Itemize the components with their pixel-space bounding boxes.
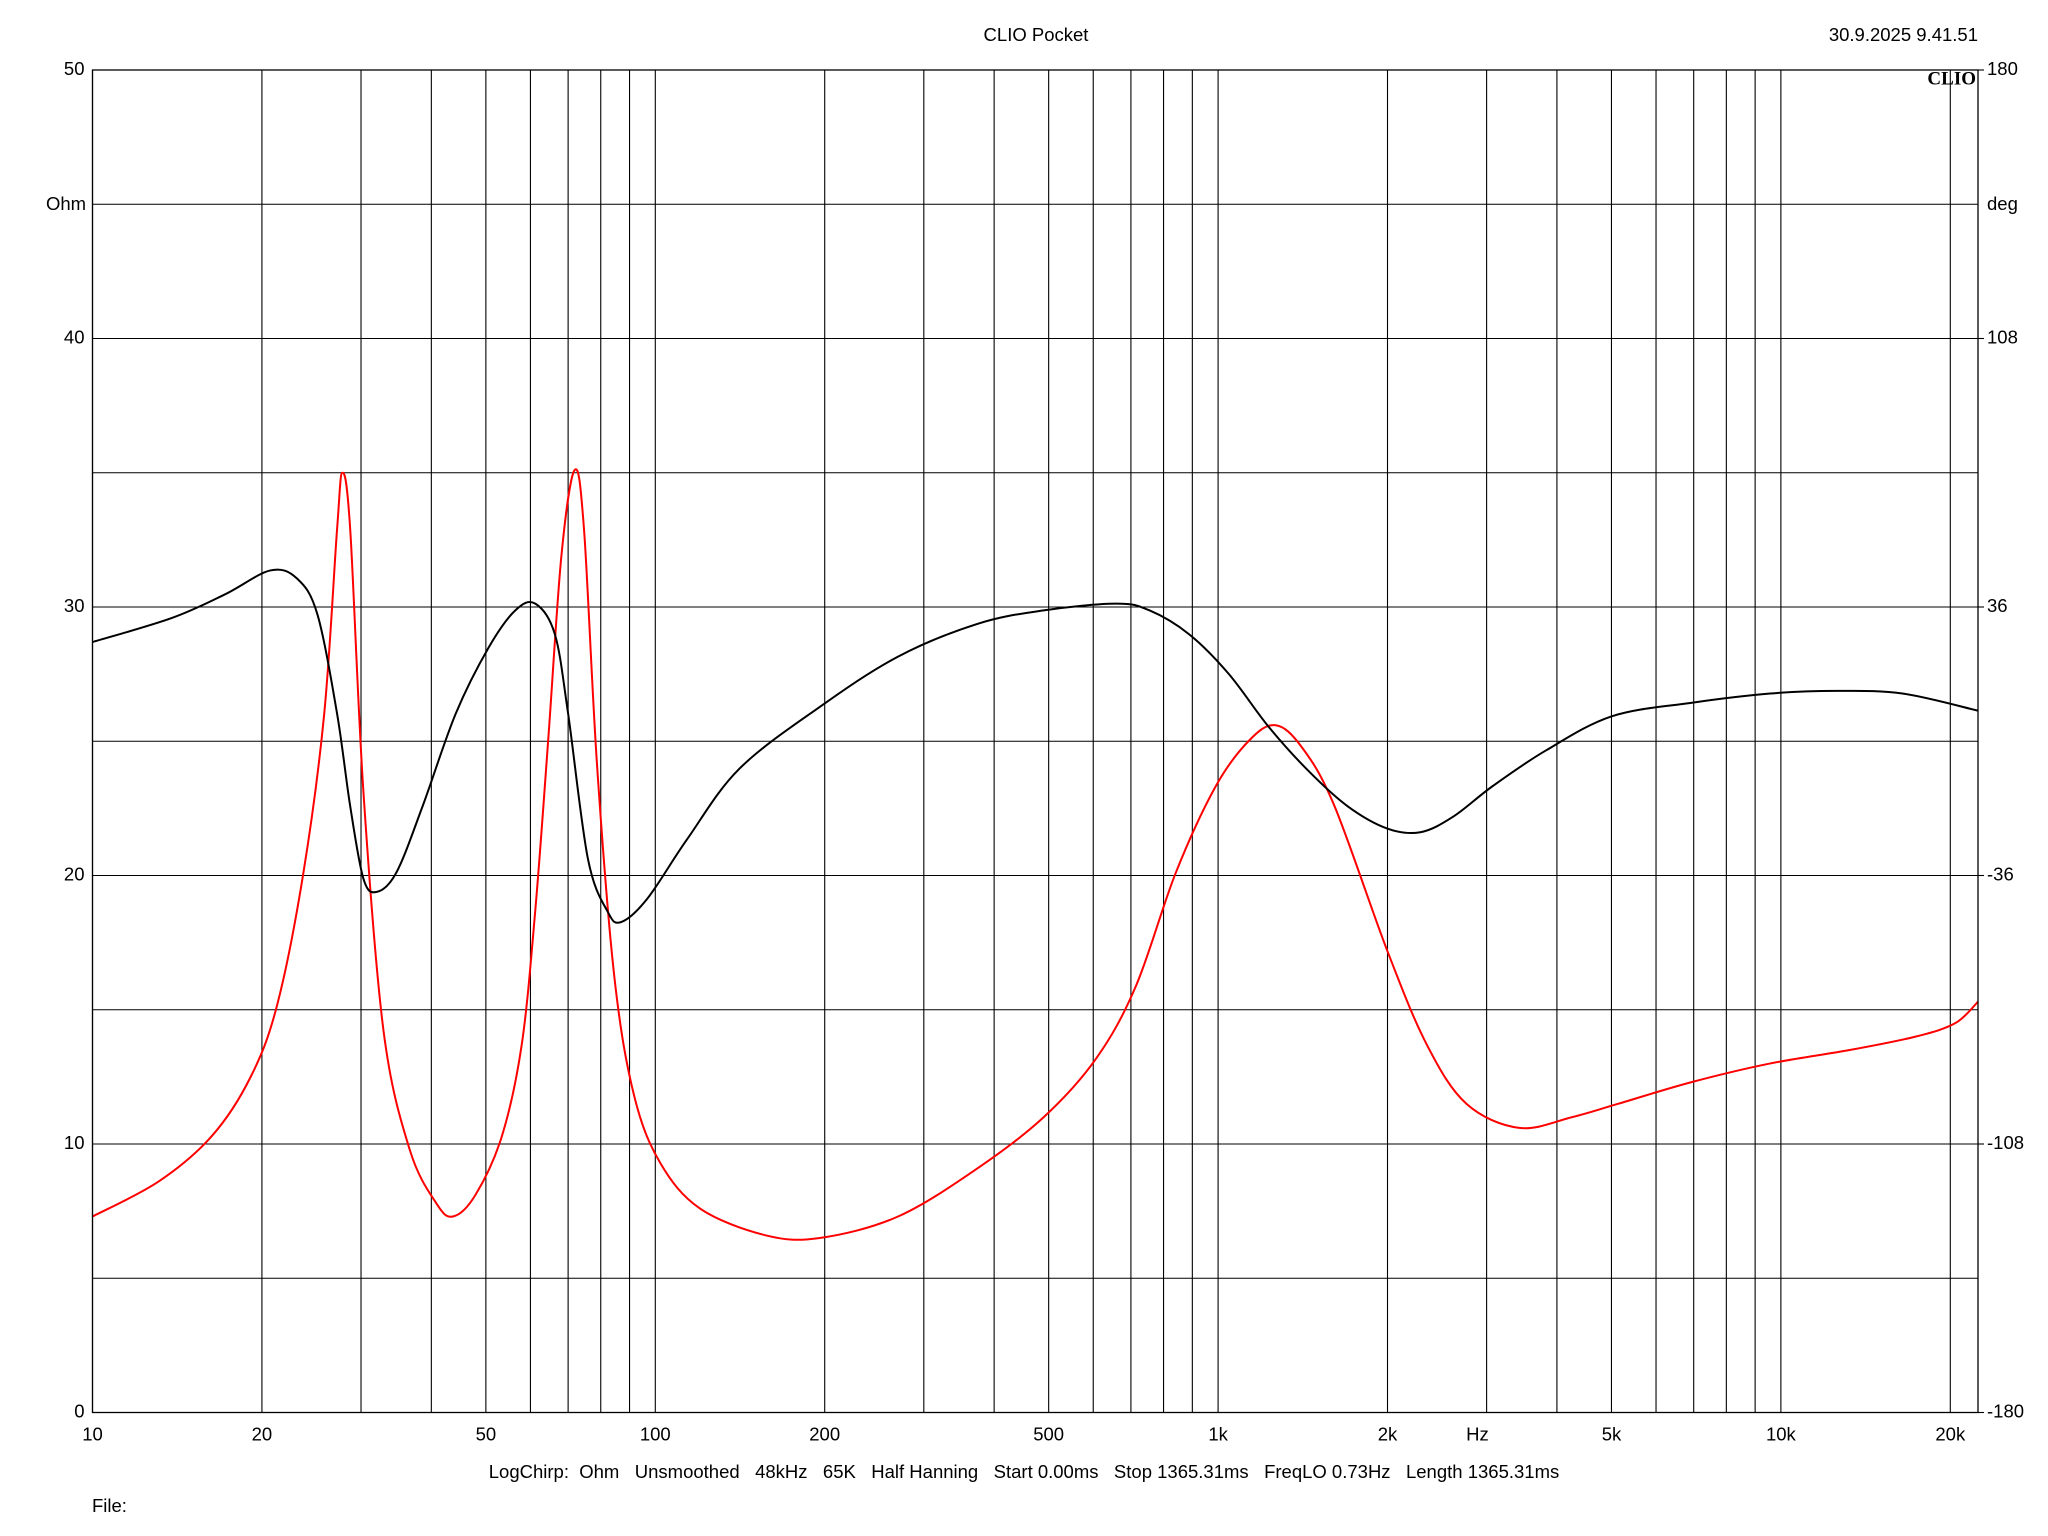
y2-tick-label: 108 [1987,326,2018,347]
y2-tick-label: -36 [1987,863,2014,884]
grid [91,69,1978,1414]
file-label: File: [92,1495,127,1516]
logo: CLIO [1927,68,1976,89]
y2-tick-label: 36 [1987,595,2008,616]
y-tick-label: 30 [64,595,85,616]
x-tick-label: 20 [252,1423,273,1444]
footer: LogChirp: Ohm Unsmoothed 48kHz 65K Half … [489,1461,1559,1482]
x-tick-label: 20k [1935,1423,1966,1444]
x-tick-label: 2k [1378,1423,1398,1444]
x-tick-label: 5k [1602,1423,1622,1444]
y-tick-label: 50 [64,58,85,79]
y-tick-label: 0 [74,1400,84,1421]
y2-tick-label: -180 [1987,1400,2024,1421]
chart-title: CLIO Pocket [984,24,1089,45]
y2-tick-label: 180 [1987,58,2018,79]
y2-axis-unit: deg [1987,193,2018,214]
curve [92,468,1978,1241]
y-axis-unit: Ohm [46,193,86,214]
x-tick-label: 200 [809,1423,840,1444]
y-tick-label: 20 [64,863,85,884]
x-tick-label: 10k [1766,1423,1797,1444]
y-tick-label: 40 [64,326,85,347]
x-tick-label: 100 [640,1423,671,1444]
curve [92,568,1978,924]
x-tick-label: 10 [82,1423,103,1444]
timestamp: 30.9.2025 9.41.51 [1829,24,1978,45]
y2-tick-label: -108 [1987,1132,2024,1153]
y-tick-label: 10 [64,1132,85,1153]
x-tick-label: 500 [1033,1423,1064,1444]
x-tick-label: 50 [476,1423,497,1444]
x-axis-unit: Hz [1466,1423,1489,1444]
curves [92,468,1978,1241]
plot-frame [91,69,1979,1414]
x-tick-label: 1k [1208,1423,1228,1444]
